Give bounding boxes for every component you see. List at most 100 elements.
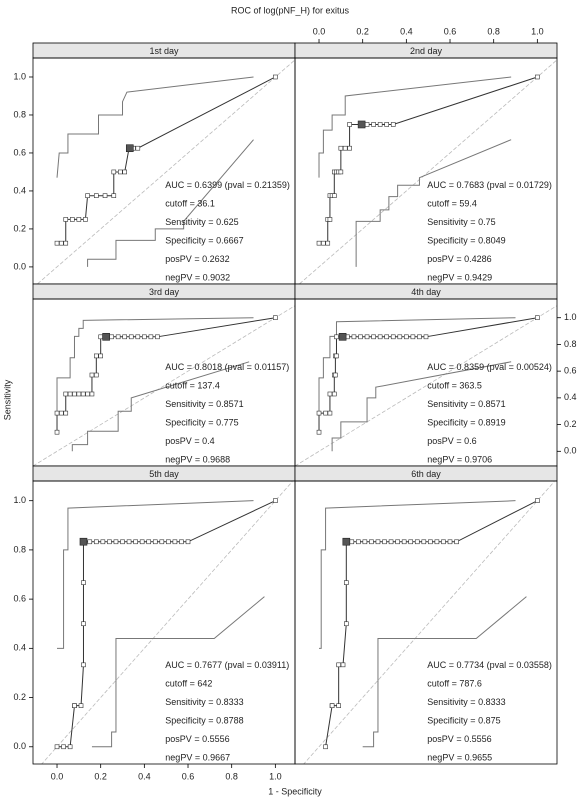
roc-point	[94, 193, 99, 198]
x-tick-label: 0.2	[356, 26, 369, 36]
stat-text: cutoff = 137.4	[165, 380, 220, 390]
y-tick-label: 1.0	[13, 495, 26, 505]
lower-band	[91, 596, 265, 748]
roc-point	[441, 539, 446, 545]
x-tick-label: 0.6	[182, 771, 195, 781]
stat-text: negPV = 0.9032	[165, 272, 230, 282]
x-tick-label: 1.0	[531, 26, 544, 36]
roc-point	[334, 334, 339, 340]
y-tick-label: 0.6	[564, 366, 577, 376]
roc-point	[87, 539, 93, 545]
roc-point	[98, 334, 103, 340]
lower-band	[355, 139, 512, 267]
roc-point	[142, 334, 147, 340]
panel-title: 2nd day	[410, 46, 443, 56]
roc-point	[535, 74, 540, 80]
roc-point	[111, 169, 117, 175]
roc-point	[102, 193, 108, 198]
stat-text: Sensitivity = 0.8333	[427, 697, 505, 707]
stat-text: cutoff = 36.1	[165, 198, 215, 208]
reference-diagonal	[303, 481, 556, 764]
y-tick-label: 1.0	[13, 71, 26, 81]
stat-text: negPV = 0.9429	[427, 272, 492, 282]
stat-text: posPV = 0.4286	[427, 254, 491, 264]
roc-point	[67, 744, 73, 750]
roc-point	[148, 334, 154, 340]
roc-point	[356, 539, 361, 545]
lower-band	[87, 139, 254, 267]
roc-point	[364, 334, 370, 340]
roc-point	[273, 315, 278, 321]
roc-point	[70, 217, 75, 222]
roc-point	[347, 145, 352, 151]
roc-point	[338, 145, 344, 151]
roc-point	[323, 410, 328, 416]
roc-point	[122, 169, 127, 175]
stat-text: AUC = 0.7677 (pval = 0.03911)	[165, 660, 289, 670]
stat-text: Specificity = 0.8049	[427, 235, 505, 245]
best-cutoff-point	[125, 144, 134, 153]
panel-title: 4th day	[411, 287, 441, 297]
y-tick-label: 0.4	[13, 643, 26, 653]
upper-band	[319, 500, 516, 649]
roc-point	[118, 169, 123, 175]
roc-point	[321, 240, 326, 246]
stat-text: cutoff = 642	[165, 678, 212, 688]
roc-point	[388, 539, 394, 545]
x-tick-label: 0.2	[94, 771, 107, 781]
roc-point	[535, 498, 540, 503]
roc-point	[447, 539, 453, 545]
x-axis-label: 1 - Specificity	[268, 786, 322, 796]
roc-point	[100, 539, 106, 545]
roc-point	[390, 334, 396, 340]
roc-point	[338, 169, 344, 175]
roc-point	[329, 703, 335, 708]
reference-diagonal	[298, 59, 557, 284]
x-tick-label: 0.8	[225, 771, 238, 781]
y-tick-label: 0.2	[13, 692, 26, 702]
y-tick-label: 0.4	[13, 185, 26, 195]
stat-text: Specificity = 0.8788	[165, 715, 243, 725]
roc-point	[414, 539, 420, 545]
stat-text: Sensitivity = 0.75	[427, 217, 495, 227]
stat-text: negPV = 0.9706	[427, 454, 492, 464]
reference-diagonal	[295, 305, 557, 466]
roc-point	[344, 621, 349, 627]
upper-band	[318, 317, 516, 412]
stat-text: Sensitivity = 0.8571	[165, 399, 243, 409]
roc-point	[397, 334, 403, 340]
roc-point	[113, 539, 119, 545]
roc-point	[404, 334, 409, 340]
roc-point	[126, 539, 132, 545]
stat-text: posPV = 0.5556	[427, 734, 491, 744]
stat-text: Sensitivity = 0.625	[165, 217, 238, 227]
stat-text: posPV = 0.2632	[165, 254, 229, 264]
roc-point	[421, 539, 427, 545]
panel	[298, 59, 557, 284]
roc-point	[377, 334, 383, 340]
stat-text: Specificity = 0.875	[427, 715, 500, 725]
panel-title: 1st day	[149, 46, 179, 56]
roc-point	[410, 334, 416, 340]
upper-band	[56, 76, 254, 178]
roc-point	[139, 539, 145, 545]
roc-point	[395, 539, 400, 545]
best-cutoff-point	[338, 332, 347, 341]
y-tick-label: 0.0	[13, 261, 26, 271]
roc-point	[340, 662, 346, 668]
roc-point	[128, 334, 134, 340]
stat-text: negPV = 0.9655	[427, 752, 492, 762]
y-tick-label: 0.8	[13, 109, 26, 119]
roc-point	[63, 217, 69, 222]
roc-point	[115, 334, 121, 340]
roc-point	[78, 703, 84, 708]
roc-point	[331, 193, 337, 198]
roc-point	[109, 334, 114, 340]
reference-diagonal	[33, 305, 295, 466]
roc-point	[120, 539, 125, 545]
roc-point	[146, 539, 152, 545]
roc-point	[81, 621, 86, 627]
stat-text: AUC = 0.6399 (pval = 0.21359)	[165, 180, 290, 190]
roc-point	[375, 539, 381, 545]
